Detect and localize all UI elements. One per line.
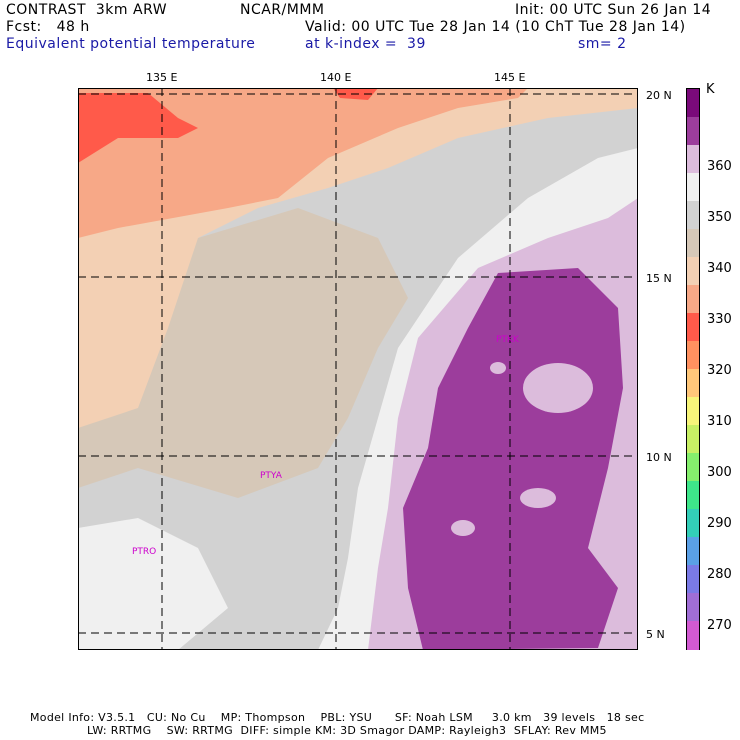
field-core-hole-2: [520, 488, 556, 508]
colorbar-swatch: [687, 257, 699, 286]
lon-label-140: 140 E: [320, 71, 352, 84]
colorbar-swatch: [687, 89, 699, 118]
colorbar-tick-label: 330: [707, 312, 732, 327]
colorbar-swatch: [687, 481, 699, 510]
forecast-hour: Fcst: 48 h: [6, 19, 90, 35]
colorbar-swatch: [687, 593, 699, 622]
colorbar-swatch: [687, 537, 699, 566]
model-info-line2: LW: RRTMG SW: RRTMG DIFF: simple KM: 3D …: [30, 724, 607, 737]
level-info: at k-index = 39: [305, 36, 426, 52]
lat-label-20: 20 N: [646, 89, 672, 102]
colorbar-swatch: [687, 509, 699, 538]
colorbar-swatch: [687, 621, 699, 650]
colorbar-tick-label: 270: [707, 618, 732, 633]
lat-label-10: 10 N: [646, 451, 672, 464]
colorbar-swatch: [687, 397, 699, 426]
smoothing-info: sm= 2: [578, 36, 627, 52]
colorbar-swatch: [687, 341, 699, 370]
colorbar-tick-label: 350: [707, 210, 732, 225]
field-name: Equivalent potential temperature: [6, 36, 256, 52]
colorbar-unit: K: [706, 82, 715, 97]
colorbar-tick-label: 280: [707, 567, 732, 582]
colorbar-swatch: [687, 229, 699, 258]
colorbar-swatch: [687, 117, 699, 146]
field-365-core: [403, 268, 623, 650]
colorbar-swatch: [687, 201, 699, 230]
field-core-hole-4: [490, 362, 506, 374]
colorbar-swatch: [687, 145, 699, 174]
station-ptkk: PTKK: [496, 335, 520, 345]
colorbar-swatch: [687, 173, 699, 202]
colorbar-tick-label: 320: [707, 363, 732, 378]
valid-time: Valid: 00 UTC Tue 28 Jan 14 (10 ChT Tue …: [305, 19, 686, 35]
model-title: CONTRAST 3km ARW: [6, 2, 168, 18]
colorbar-swatch: [687, 285, 699, 314]
colorbar-tick-label: 310: [707, 414, 732, 429]
colorbar-tick-label: 340: [707, 261, 732, 276]
theta-e-map: PTYA PTRO PTKK: [78, 88, 638, 650]
station-ptya: PTYA: [260, 471, 283, 481]
field-core-hole-1: [523, 363, 593, 413]
model-info-line1: Model Info: V3.5.1 CU: No Cu MP: Thompso…: [30, 711, 645, 724]
map-frame: [78, 88, 638, 650]
station-ptro: PTRO: [132, 547, 156, 557]
lat-label-5: 5 N: [646, 628, 665, 641]
colorbar-swatch: [687, 313, 699, 342]
lat-label-15: 15 N: [646, 272, 672, 285]
colorbar: [686, 88, 700, 650]
colorbar-tick-label: 360: [707, 159, 732, 174]
field-core-hole-3: [451, 520, 475, 536]
colorbar-swatch: [687, 453, 699, 482]
field-330-patch-west: [78, 93, 198, 163]
colorbar-swatch: [687, 565, 699, 594]
org-label: NCAR/MMM: [240, 2, 325, 18]
colorbar-tick-label: 290: [707, 516, 732, 531]
init-time: Init: 00 UTC Sun 26 Jan 14: [515, 2, 712, 18]
field-355-sw-patch: [78, 518, 228, 650]
colorbar-swatch: [687, 425, 699, 454]
lon-label-135: 135 E: [146, 71, 178, 84]
lon-label-145: 145 E: [494, 71, 526, 84]
colorbar-swatch: [687, 369, 699, 398]
colorbar-tick-label: 300: [707, 465, 732, 480]
